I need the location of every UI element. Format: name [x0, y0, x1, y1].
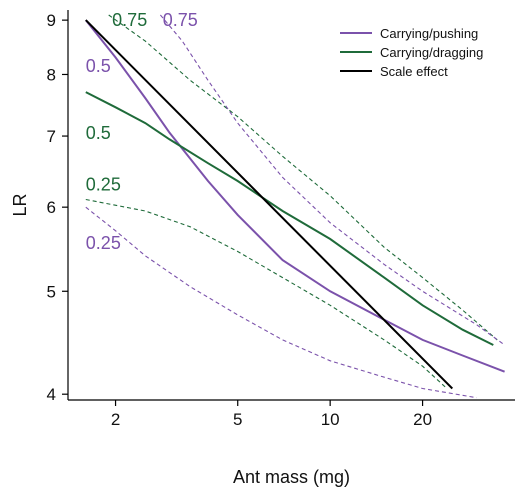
y-tick-label: 4: [47, 385, 56, 404]
x-axis-title: Ant mass (mg): [233, 467, 350, 487]
y-tick-label: 9: [47, 11, 56, 30]
legend-label: Carrying/pushing: [380, 26, 478, 41]
y-tick-label: 5: [47, 282, 56, 301]
x-tick-label: 2: [111, 410, 120, 429]
y-tick-label: 8: [47, 65, 56, 84]
quantile-label: 0.25: [86, 233, 121, 253]
series-carrying-dragging: [85, 91, 494, 346]
quantile-label: 0.75: [163, 10, 198, 30]
quantile-label: 0.5: [86, 123, 111, 143]
legend-label: Carrying/dragging: [380, 45, 483, 60]
quantile-label: 0.75: [112, 10, 147, 30]
x-tick-label: 5: [233, 410, 242, 429]
confidence-band-line-3: [108, 14, 498, 341]
plot-area: 4 5 6 7 8 9 2 5 10 20 Ant mass (mg) LR 0.75 0.75 0.5 0.…: [10, 10, 515, 487]
y-tick-label: 7: [47, 127, 56, 146]
confidence-band-line-4: [85, 198, 448, 389]
confidence-band-line-5: [159, 14, 505, 346]
legend-label: Scale effect: [380, 64, 448, 79]
series-scale-effect: [85, 19, 454, 390]
x-tick-label: 10: [321, 410, 340, 429]
legend: Carrying/pushing Carrying/dragging Scale e…: [340, 26, 483, 79]
confidence-band-line-6: [85, 206, 477, 399]
quantile-label: 0.5: [86, 56, 111, 76]
y-axis-title: LR: [10, 193, 30, 216]
quantile-label: 0.25: [86, 175, 121, 195]
y-tick-label: 6: [47, 198, 56, 217]
series-carrying-pushing: [85, 19, 505, 373]
x-tick-label: 20: [413, 410, 432, 429]
